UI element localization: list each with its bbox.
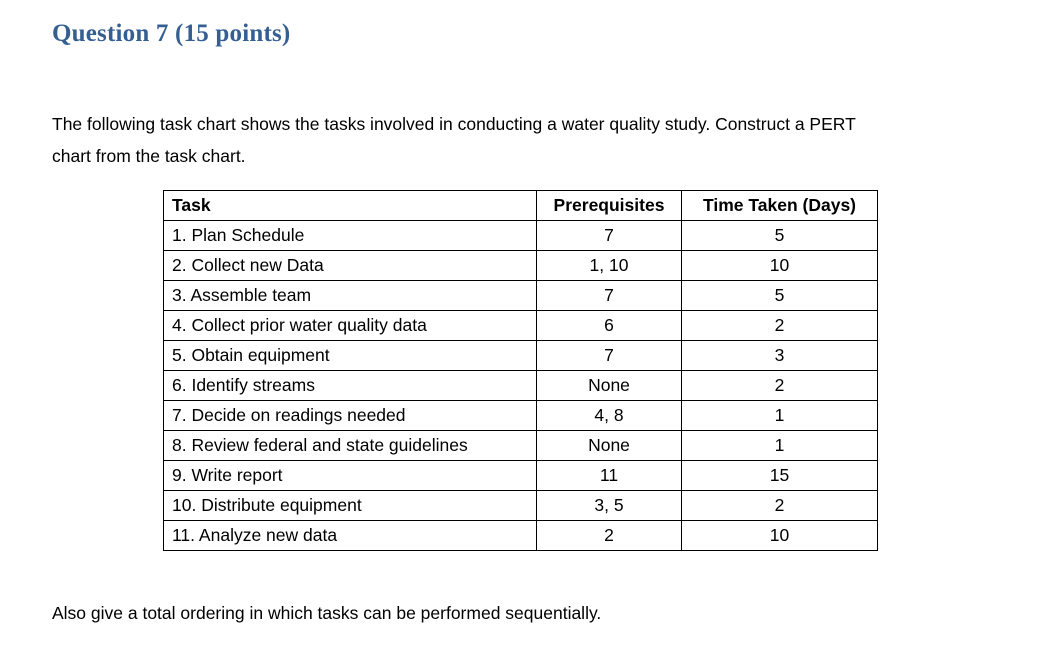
column-header-prerequisites: Prerequisites xyxy=(536,190,682,221)
task-cell: 3. Assemble team xyxy=(163,280,537,311)
prerequisites-cell: None xyxy=(536,430,682,461)
table-row: 5. Obtain equipment 7 3 xyxy=(163,340,878,371)
time-cell: 3 xyxy=(681,340,878,371)
time-cell: 1 xyxy=(681,400,878,431)
table-row: 6. Identify streams None 2 xyxy=(163,370,878,401)
intro-line-1: The following task chart shows the tasks… xyxy=(52,114,856,134)
prerequisites-cell: 1, 10 xyxy=(536,250,682,281)
page-title: Question 7 (15 points) xyxy=(52,20,291,47)
task-cell: 11. Analyze new data xyxy=(163,520,537,551)
task-cell: 10. Distribute equipment xyxy=(163,490,537,521)
time-cell: 2 xyxy=(681,490,878,521)
task-table-body: 1. Plan Schedule 7 5 2. Collect new Data 1, … xyxy=(163,220,878,551)
prerequisites-cell: 2 xyxy=(536,520,682,551)
intro-line-2: chart from the task chart. xyxy=(52,146,246,166)
task-cell: 8. Review federal and state guidelines xyxy=(163,430,537,461)
task-cell: 6. Identify streams xyxy=(163,370,537,401)
column-header-task: Task xyxy=(163,190,537,221)
table-row: 11. Analyze new data 2 10 xyxy=(163,520,878,551)
time-cell: 2 xyxy=(681,370,878,401)
task-cell: 5. Obtain equipment xyxy=(163,340,537,371)
task-table: Task Prerequisites Time Taken (Days) 1. … xyxy=(163,190,878,551)
table-row: 3. Assemble team 7 5 xyxy=(163,280,878,311)
prerequisites-cell: 7 xyxy=(536,340,682,371)
footer-note: Also give a total ordering in which task… xyxy=(52,603,602,623)
task-table-header: Task Prerequisites Time Taken (Days) xyxy=(163,190,878,221)
prerequisites-cell: 4, 8 xyxy=(536,400,682,431)
table-row: 9. Write report 11 15 xyxy=(163,460,878,491)
prerequisites-cell: 11 xyxy=(536,460,682,491)
intro-paragraph: The following task chart shows the tasks… xyxy=(52,108,1002,172)
column-header-time-taken: Time Taken (Days) xyxy=(681,190,878,221)
table-row: 2. Collect new Data 1, 10 10 xyxy=(163,250,878,281)
table-row: 4. Collect prior water quality data 6 2 xyxy=(163,310,878,341)
time-cell: 10 xyxy=(681,520,878,551)
table-row: 1. Plan Schedule 7 5 xyxy=(163,220,878,251)
time-cell: 5 xyxy=(681,280,878,311)
time-cell: 2 xyxy=(681,310,878,341)
time-cell: 5 xyxy=(681,220,878,251)
time-cell: 10 xyxy=(681,250,878,281)
task-cell: 2. Collect new Data xyxy=(163,250,537,281)
task-cell: 4. Collect prior water quality data xyxy=(163,310,537,341)
prerequisites-cell: 7 xyxy=(536,220,682,251)
prerequisites-cell: 3, 5 xyxy=(536,490,682,521)
task-cell: 7. Decide on readings needed xyxy=(163,400,537,431)
prerequisites-cell: 7 xyxy=(536,280,682,311)
task-cell: 1. Plan Schedule xyxy=(163,220,537,251)
prerequisites-cell: None xyxy=(536,370,682,401)
time-cell: 1 xyxy=(681,430,878,461)
prerequisites-cell: 6 xyxy=(536,310,682,341)
header-row: Task Prerequisites Time Taken (Days) xyxy=(163,190,878,221)
table-row: 8. Review federal and state guidelines No… xyxy=(163,430,878,461)
task-cell: 9. Write report xyxy=(163,460,537,491)
time-cell: 15 xyxy=(681,460,878,491)
